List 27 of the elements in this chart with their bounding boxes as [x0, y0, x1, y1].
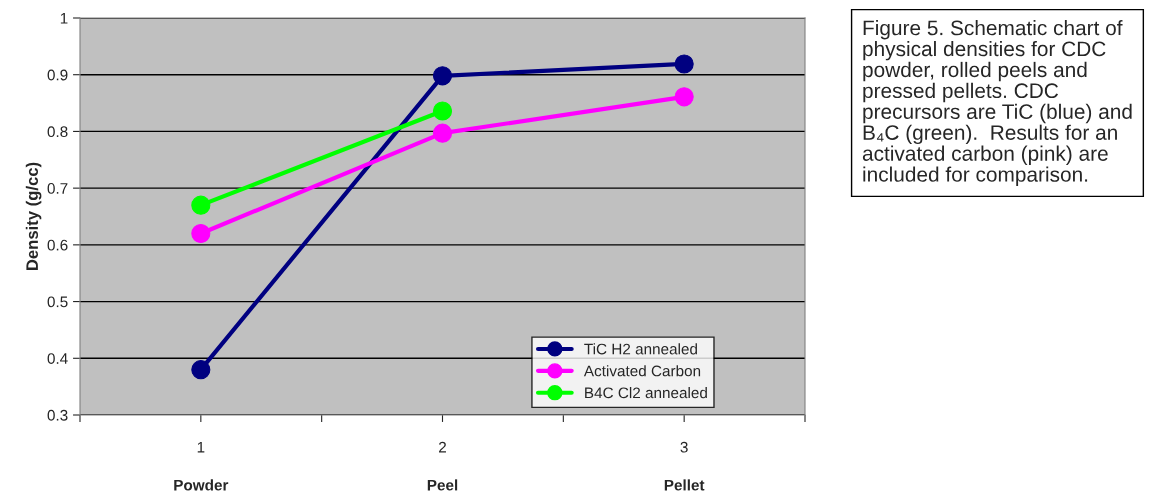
point — [674, 54, 694, 74]
point — [432, 123, 453, 143]
y-tick-label: 0.6 — [47, 239, 68, 251]
point — [674, 87, 694, 107]
x-tick-label: 1 — [197, 441, 205, 453]
text: Pellet — [664, 479, 705, 491]
y-tick-label: 0.4 — [47, 353, 68, 364]
y-axis-title: Density (g/cc) — [25, 162, 42, 271]
point — [191, 195, 211, 215]
y-tick-label: 0.3 — [47, 409, 68, 421]
legend-label: B4C Cl2 annealed — [585, 387, 707, 399]
legend-label: Activated Carbon — [583, 365, 701, 377]
point — [191, 223, 211, 244]
point — [432, 101, 453, 121]
y-tick-label: 0.7 — [47, 183, 68, 194]
text: Peel — [427, 479, 458, 491]
y-tick-label: 1 — [60, 13, 68, 24]
y-tick-label: 0.5 — [47, 296, 68, 308]
legend-label: TiC H2 annealed — [584, 343, 697, 355]
y-tick-label: 0.9 — [47, 69, 68, 81]
caption: Figure 5. Schematic chart of physical densities for CDC powder, rolled peels and pressed pellets. CDC precursors are TiC (blue) and B₄C (green). Results for an activated carbon (pink) are included for comparison. — [862, 20, 1132, 186]
text: Powder — [174, 479, 229, 491]
point — [432, 66, 453, 86]
x-tick-label: 3 — [680, 441, 688, 453]
point — [191, 360, 211, 380]
y-tick-label: 0.8 — [47, 126, 68, 138]
x-tick-label: 2 — [439, 441, 446, 453]
